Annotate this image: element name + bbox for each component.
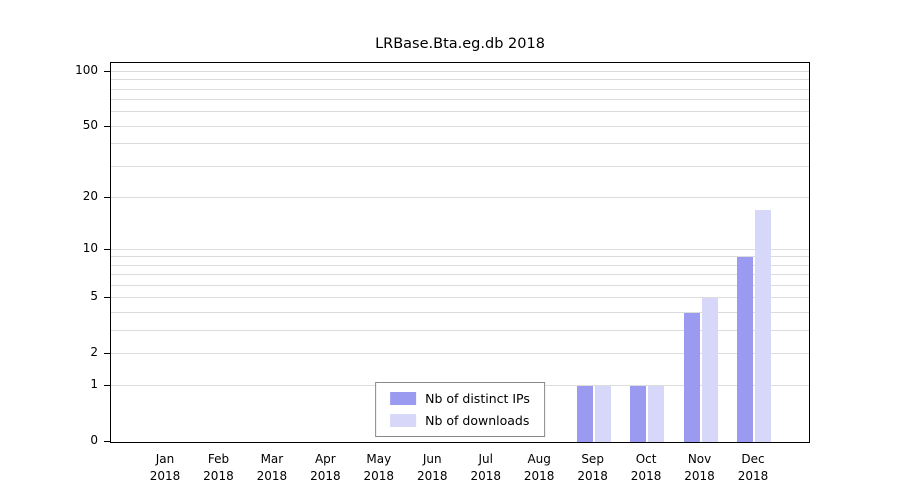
y-tick-mark [104,248,110,250]
x-tick-label: Jul 2018 [451,451,521,486]
gridline [111,256,809,258]
gridline [111,285,809,286]
y-tick-mark [104,441,110,442]
legend-item-distinct-ips: Nb of distinct IPs [390,391,530,406]
gridline [111,352,809,354]
bar-distinct-ips [683,312,700,442]
y-tick-mark [104,71,110,72]
gridline [111,111,809,113]
x-tick-year: 2018 [256,469,288,484]
x-tick-year: 2018 [203,469,234,484]
gridline [111,329,809,331]
bar-downloads [755,210,771,442]
y-tick-label: 20 [82,188,98,203]
chart-title: LRBase.Bta.eg.db 2018 [375,36,545,52]
x-tick-label: Feb 2018 [183,451,253,486]
x-tick-year: 2018 [149,469,181,484]
x-tick-year: 2018 [363,469,395,484]
gridline [111,99,809,101]
x-tick-month: Jan [155,452,175,466]
legend-label-distinct-ips: Nb of distinct IPs [425,391,530,406]
x-tick-month: Aug [527,452,551,466]
x-tick-label: Jan 2018 [130,451,200,486]
bar-downloads [594,386,611,442]
x-tick-label: Oct 2018 [611,451,681,486]
y-tick-mark [104,385,110,387]
x-tick-year: 2018 [684,469,715,484]
y-tick-label: 0 [90,433,98,447]
bar-distinct-ips [576,386,593,442]
y-tick-label: 50 [82,117,98,132]
bar-distinct-ips [737,257,753,442]
x-tick-year: 2018 [577,469,608,484]
legend-label-downloads: Nb of downloads [425,413,530,428]
x-tick-year: 2018 [416,469,448,484]
x-tick-label: Dec 2018 [718,451,788,486]
legend-swatch-downloads [390,414,417,427]
bar-downloads [701,298,718,442]
gridline [111,311,809,313]
gridline [111,143,809,145]
legend-item-downloads: Nb of downloads [390,413,530,428]
gridline [111,196,809,198]
x-tick-month: Mar [260,452,284,466]
x-tick-year: 2018 [523,469,555,484]
x-tick-month: Nov [687,452,712,466]
legend: Nb of distinct IPs Nb of downloads [375,382,545,437]
x-tick-month: Jun [422,452,442,466]
gridline [111,264,809,266]
y-tick-mark [104,125,110,127]
gridline [111,165,809,167]
x-tick-year: 2018 [737,469,769,484]
x-tick-label: May 2018 [344,451,414,486]
gridline [111,248,809,250]
x-tick-year: 2018 [310,469,341,484]
gridlines-layer [111,63,809,442]
y-tick-label: 100 [75,63,98,77]
bar-downloads [648,386,665,442]
gridline [111,79,809,81]
y-tick-label: 1 [90,377,98,392]
y-tick-mark [104,297,110,299]
x-tick-month: Jul [478,452,493,466]
x-tick-year: 2018 [470,469,501,484]
x-tick-year: 2018 [630,469,662,484]
gridline [111,88,809,90]
x-tick-label: Apr 2018 [290,451,360,486]
y-tick-mark [104,196,110,198]
x-tick-month: Dec [741,452,765,466]
gridline [111,71,809,73]
x-tick-month: May [366,452,392,466]
bars-layer [111,63,809,442]
x-tick-month: Sep [581,452,604,466]
x-tick-label: Sep 2018 [558,451,628,486]
x-tick-label: Mar 2018 [237,451,307,486]
x-tick-label: Jun 2018 [397,451,467,486]
x-tick-label: Nov 2018 [665,451,735,486]
plot-area: Nb of distinct IPs Nb of downloads [110,62,810,443]
x-tick-month: Apr [314,452,336,466]
legend-swatch-distinct-ips [390,392,417,405]
gridline [111,274,809,276]
x-tick-month: Feb [207,452,230,466]
x-tick-label: Aug 2018 [504,451,574,486]
x-tick-month: Oct [635,452,657,466]
bar-distinct-ips [630,386,647,442]
gridline [111,297,809,299]
gridline [111,125,809,127]
y-tick-mark [104,352,110,354]
y-tick-label: 5 [90,289,98,304]
y-tick-label: 10 [82,240,98,255]
y-tick-label: 2 [90,344,98,359]
